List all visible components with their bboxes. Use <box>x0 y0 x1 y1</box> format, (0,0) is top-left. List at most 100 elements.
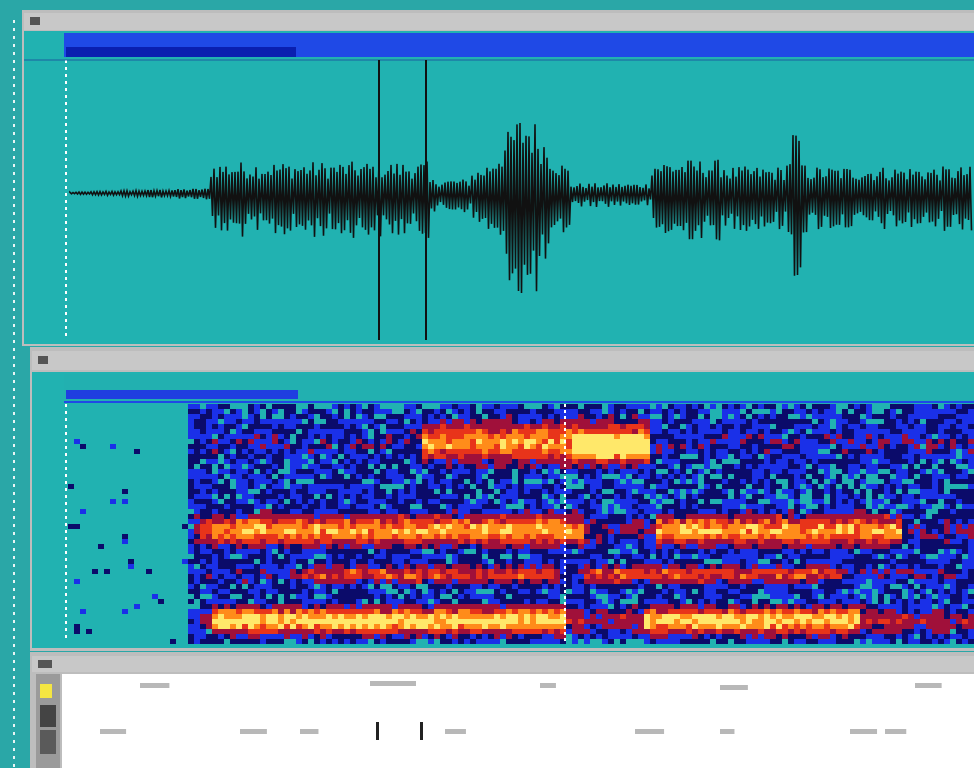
spectrogram-cell <box>290 589 296 594</box>
spectrogram-cell <box>374 524 380 529</box>
spectrogram-cell <box>614 489 620 494</box>
spectrogram-cell <box>422 444 428 449</box>
spectrogram-cell <box>704 589 710 594</box>
spectrogram-cell <box>536 629 542 634</box>
spectrogram-cell <box>614 414 620 419</box>
spectrogram-cell <box>458 474 464 479</box>
spectrogram-cell <box>704 619 710 624</box>
spectrogram-cell <box>566 469 572 474</box>
spectrogram-cell <box>422 634 428 639</box>
system-menu[interactable] <box>38 356 48 364</box>
spectrogram-cell <box>254 509 260 514</box>
spectrogram-cell <box>638 489 644 494</box>
spectrogram-cell <box>740 639 746 644</box>
spectrogram-cell <box>260 519 266 524</box>
spectrogram-cell <box>446 459 452 464</box>
spectrogram-cell <box>470 509 476 514</box>
selection-bar[interactable] <box>66 47 296 57</box>
spectrogram-cell <box>428 429 434 434</box>
spectrogram-cell <box>368 509 374 514</box>
spectrogram-cell <box>284 519 290 524</box>
spectrogram-cell <box>212 624 218 629</box>
spectrogram-cell <box>500 524 506 529</box>
spectrogram-cell <box>662 424 668 429</box>
spectrogram-cell <box>440 494 446 499</box>
spectrogram-cell <box>662 629 668 634</box>
spectrogram-cell <box>470 464 476 469</box>
spectrogram-cell <box>248 629 254 634</box>
spectrogram-cell <box>716 524 722 529</box>
spectrogram-cell <box>704 459 710 464</box>
spectrogram-cell <box>476 544 482 549</box>
spectrogram-cell <box>794 434 800 439</box>
spectrogram-cell <box>380 614 386 619</box>
spectrogram-cell <box>80 444 86 449</box>
spectrogram-cell <box>314 609 320 614</box>
spectrogram-cell <box>464 519 470 524</box>
spectrogram-cell <box>668 594 674 599</box>
spectrogram-cell <box>632 549 638 554</box>
spectrogram-cell <box>398 564 404 569</box>
spectrogram-cell <box>212 579 218 584</box>
spectrogram-cell <box>458 439 464 444</box>
spectrogram-cell <box>584 564 590 569</box>
spectrogram-cell <box>302 604 308 609</box>
spectrogram-cell <box>728 474 734 479</box>
spectrogram-cell <box>470 544 476 549</box>
spectrogram-cell <box>710 439 716 444</box>
spectrogram-cell <box>650 424 656 429</box>
spectrogram-cell <box>656 529 662 534</box>
spectrogram-cell <box>452 474 458 479</box>
spectrogram-cell <box>332 439 338 444</box>
spectrogram-cell <box>362 559 368 564</box>
spectrogram-cell <box>416 589 422 594</box>
window-title-bar[interactable] <box>32 351 974 370</box>
spectrogram-cell <box>692 484 698 489</box>
spectrogram-cell <box>680 514 686 519</box>
spectrogram-cell <box>194 629 200 634</box>
selection-bar[interactable] <box>66 390 298 399</box>
spectrogram-cell <box>230 419 236 424</box>
spectrogram-cell <box>524 519 530 524</box>
spectrogram-cell <box>326 509 332 514</box>
spectrogram-cell <box>608 589 614 594</box>
spectrogram-cell <box>524 454 530 459</box>
spectrogram-cell <box>326 569 332 574</box>
spectrogram-cell <box>554 574 560 579</box>
system-menu[interactable] <box>30 17 40 25</box>
spectrogram-cell <box>416 564 422 569</box>
spectrogram-cell <box>602 584 608 589</box>
spectrogram-cell <box>548 464 554 469</box>
spectrogram-cell <box>548 594 554 599</box>
window-title-bar[interactable] <box>24 13 974 30</box>
spectrogram-cell <box>626 419 632 424</box>
spectrogram-cell <box>638 419 644 424</box>
spectrogram-cell <box>584 464 590 469</box>
spectrogram-cell <box>374 554 380 559</box>
spectrogram-cell <box>668 504 674 509</box>
spectrogram-cell <box>218 569 224 574</box>
spectrogram-cell <box>272 544 278 549</box>
spectrogram-cell <box>440 564 446 569</box>
spectrogram-cell <box>248 419 254 424</box>
spectrogram-cell <box>686 639 692 644</box>
spectrogram-cell <box>242 539 248 544</box>
spectrogram-cell <box>260 499 266 504</box>
spectrogram-cell <box>212 504 218 509</box>
spectrogram-cell <box>620 459 626 464</box>
spectrogram-cell <box>590 549 596 554</box>
spectrogram-cell <box>188 629 194 634</box>
spectrogram-cell <box>260 524 266 529</box>
spectrogram-cell <box>272 554 278 559</box>
spectrogram-cell <box>374 469 380 474</box>
spectrogram-cell <box>356 499 362 504</box>
spectrogram-cell <box>662 639 668 644</box>
spectrogram-cell <box>770 534 776 539</box>
spectrogram-cell <box>350 454 356 459</box>
spectrogram-cell <box>506 584 512 589</box>
spectrogram-cell <box>728 434 734 439</box>
spectrogram-cell <box>524 574 530 579</box>
spectrogram-cell <box>746 584 752 589</box>
spectrogram-cell <box>188 589 194 594</box>
spectrogram-cell <box>458 569 464 574</box>
